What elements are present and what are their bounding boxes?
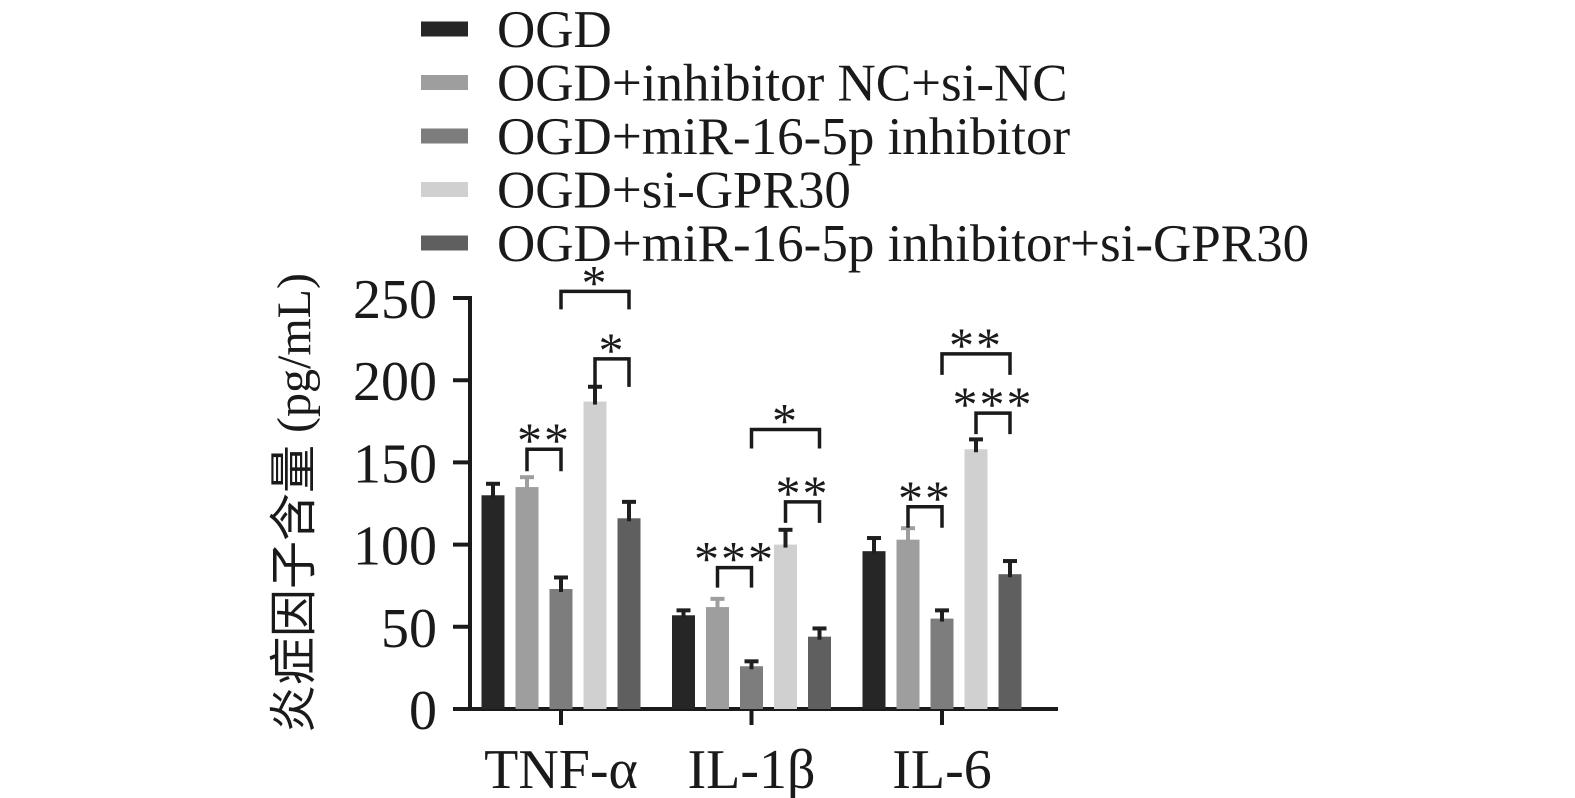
bar <box>930 618 954 709</box>
y-tick-label: 150 <box>353 433 437 495</box>
legend-item: OGD+miR-16-5p inhibitor+si-GPR30 <box>421 215 1309 273</box>
bar <box>617 518 641 709</box>
significance-stars: *** <box>694 531 775 587</box>
significance-bracket <box>559 289 631 310</box>
bar <box>808 636 831 709</box>
significance-bracket <box>715 565 754 588</box>
bar <box>998 574 1022 709</box>
significance-bracket <box>783 500 822 523</box>
y-axis-title: 炎症因子含量 (pg/mL) <box>268 273 321 733</box>
legend-label: OGD+si-GPR30 <box>497 162 851 220</box>
legend-label: OGD+miR-16-5p inhibitor <box>497 108 1070 166</box>
significance-bracket <box>974 411 1012 435</box>
legend-label: OGD+inhibitor NC+si-NC <box>497 55 1068 113</box>
significance-stars: *** <box>953 376 1034 432</box>
y-tick-label: 0 <box>409 680 437 742</box>
legend-label: OGD+miR-16-5p inhibitor+si-GPR30 <box>497 215 1309 273</box>
legend-item: OGD+si-GPR30 <box>421 162 851 220</box>
x-category-label: IL-6 <box>892 739 992 798</box>
significance-bracket <box>525 447 563 472</box>
legend-item: OGD+miR-16-5p inhibitor <box>421 108 1070 166</box>
bar <box>549 588 573 709</box>
legend-swatch <box>421 182 468 197</box>
x-category-label: IL-1β <box>688 739 816 798</box>
bar <box>706 607 729 709</box>
y-tick-label: 100 <box>353 516 437 578</box>
bar <box>672 615 695 709</box>
bar <box>583 401 607 709</box>
legend-item: OGD+inhibitor NC+si-NC <box>421 55 1068 113</box>
significance-bracket <box>940 352 1012 375</box>
legend-swatch <box>421 21 468 37</box>
bar <box>481 495 505 709</box>
legend-swatch <box>421 128 468 144</box>
bar <box>896 539 920 709</box>
significance-stars: ** <box>949 317 1003 373</box>
significance-stars: * <box>582 254 609 310</box>
y-tick-label: 200 <box>353 351 437 413</box>
legend-item: OGD <box>421 1 612 59</box>
significance-bracket <box>593 357 631 387</box>
bar <box>774 544 797 709</box>
significance-bracket <box>749 427 822 449</box>
significance-stars: * <box>772 393 799 449</box>
bar <box>515 487 539 709</box>
significance-stars: * <box>599 322 626 378</box>
x-category-label: TNF-α <box>484 739 638 798</box>
legend-swatch <box>421 75 468 90</box>
legend-swatch <box>421 235 468 251</box>
bar <box>964 449 988 709</box>
significance-stars: ** <box>517 412 571 468</box>
y-tick-label: 250 <box>353 269 437 331</box>
significance-stars: ** <box>898 470 952 526</box>
bar <box>862 551 886 709</box>
significance-stars: ** <box>776 465 830 521</box>
bar <box>740 666 763 709</box>
y-tick-label: 50 <box>381 598 437 660</box>
significance-bracket <box>906 505 944 528</box>
legend-label: OGD <box>497 1 612 59</box>
